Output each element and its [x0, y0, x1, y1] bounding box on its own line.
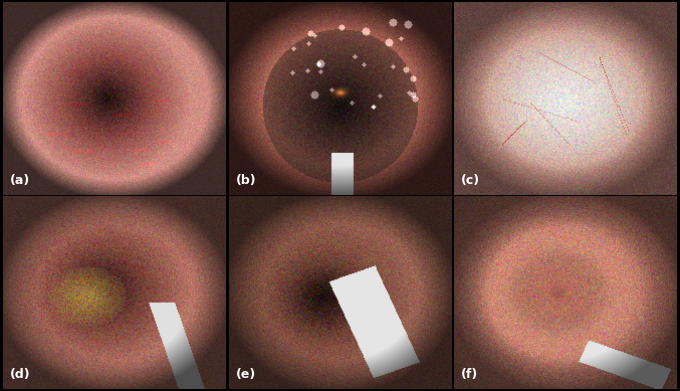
- Text: (f): (f): [461, 368, 479, 381]
- Text: (a): (a): [10, 174, 31, 187]
- Text: (d): (d): [10, 368, 31, 381]
- Text: (c): (c): [461, 174, 480, 187]
- Text: (e): (e): [235, 368, 256, 381]
- Text: (b): (b): [235, 174, 256, 187]
